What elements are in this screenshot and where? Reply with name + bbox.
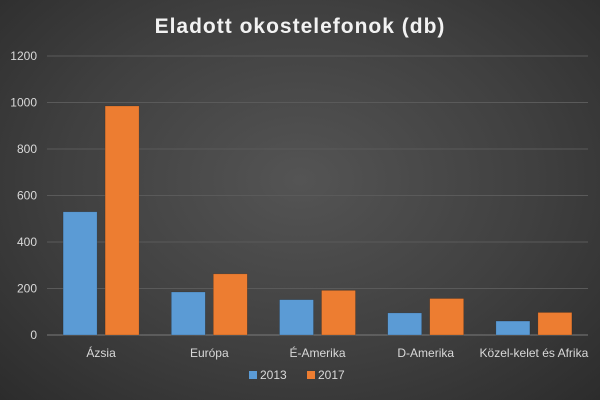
legend-label: 2017 bbox=[318, 368, 345, 382]
bar-2013-1 bbox=[171, 291, 206, 336]
bar-2017-3 bbox=[429, 298, 465, 336]
bar-2013-0 bbox=[62, 211, 98, 336]
legend-label: 2013 bbox=[260, 368, 287, 382]
legend: 2013 2017 bbox=[249, 368, 345, 382]
x-tick-label: D-Amerika bbox=[397, 346, 454, 360]
legend-swatch-2017 bbox=[307, 371, 315, 379]
x-tick-label: É-Amerika bbox=[289, 345, 345, 360]
y-tick-label: 600 bbox=[17, 189, 37, 203]
x-tick-label: Közel-kelet és Afrika bbox=[480, 346, 589, 360]
y-tick-label: 400 bbox=[17, 235, 37, 249]
y-tick-label: 0 bbox=[30, 328, 37, 342]
legend-swatch-2013 bbox=[249, 371, 257, 379]
y-tick-label: 800 bbox=[17, 142, 37, 156]
bar-2017-2 bbox=[321, 290, 356, 336]
y-tick-label: 1200 bbox=[10, 49, 37, 63]
x-axis-ticks: Ázsia Európa É-Amerika D-Amerika Közel-kelet… bbox=[86, 345, 588, 360]
x-tick-label: Európa bbox=[190, 346, 229, 360]
bars bbox=[62, 105, 573, 336]
chart-title: Eladott okostelefonok (db) bbox=[155, 15, 446, 38]
y-tick-label: 1000 bbox=[10, 96, 37, 110]
y-axis-ticks: 0 200 400 600 800 1000 1200 bbox=[10, 49, 37, 342]
bar-2017-0 bbox=[104, 105, 140, 336]
bar-2017-4 bbox=[537, 312, 573, 336]
bar-2013-4 bbox=[495, 320, 531, 336]
bar-2013-2 bbox=[279, 299, 314, 336]
bar-2013-3 bbox=[387, 312, 423, 336]
y-tick-label: 200 bbox=[17, 282, 37, 296]
bar-2017-1 bbox=[213, 273, 248, 336]
x-tick-label: Ázsia bbox=[86, 345, 116, 360]
